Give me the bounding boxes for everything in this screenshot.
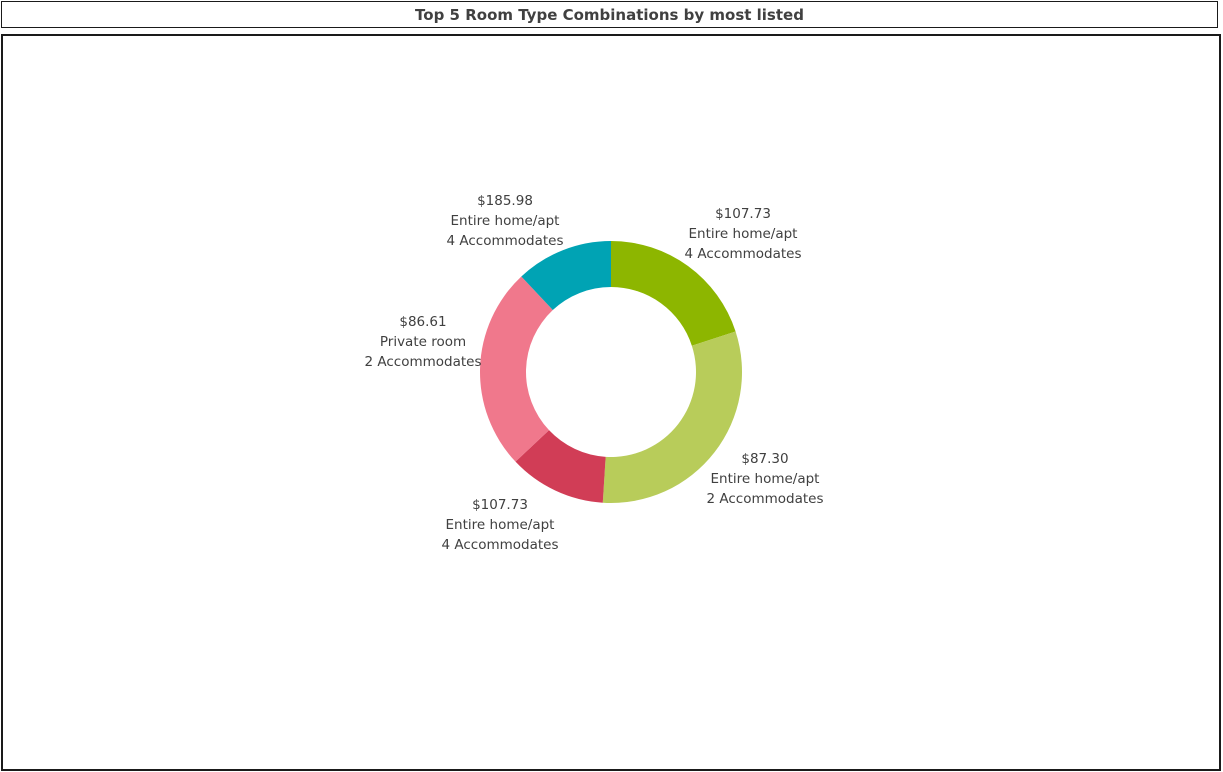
slice-label-3-line-3: 4 Accommodates bbox=[441, 537, 558, 553]
slice-label-4: $86.61 Private room 2 Accommodates bbox=[364, 314, 481, 370]
slice-label-2-line-2: Entire home/apt bbox=[711, 471, 820, 487]
donut-slice-4[interactable] bbox=[480, 276, 553, 462]
slice-label-5-line-3: 4 Accommodates bbox=[446, 233, 563, 249]
slice-label-3-line-2: Entire home/apt bbox=[446, 517, 555, 533]
slice-label-2-line-1: $87.30 bbox=[741, 451, 788, 467]
donut-chart: $107.73 Entire home/apt 4 Accommodates $87.… bbox=[364, 193, 823, 553]
slice-label-4-line-1: $86.61 bbox=[399, 314, 446, 330]
donut-slice-3[interactable] bbox=[515, 430, 606, 503]
donut-slice-1[interactable] bbox=[611, 241, 736, 346]
chart-frame: $107.73 Entire home/apt 4 Accommodates $87.… bbox=[1, 34, 1221, 771]
slice-label-3: $107.73 Entire home/apt 4 Accommodates bbox=[441, 497, 558, 553]
slice-label-1-line-1: $107.73 bbox=[715, 206, 771, 222]
slice-label-3-line-1: $107.73 bbox=[472, 497, 528, 513]
slice-label-5-line-2: Entire home/apt bbox=[451, 213, 560, 229]
slice-label-1: $107.73 Entire home/apt 4 Accommodates bbox=[684, 206, 801, 262]
donut-slice-2[interactable] bbox=[602, 331, 742, 504]
chart-title: Top 5 Room Type Combinations by most lis… bbox=[415, 5, 804, 24]
slice-label-5: $185.98 Entire home/apt 4 Accommodates bbox=[446, 193, 563, 249]
slice-label-1-line-3: 4 Accommodates bbox=[684, 246, 801, 262]
slice-label-2: $87.30 Entire home/apt 2 Accommodates bbox=[706, 451, 823, 507]
slice-label-1-line-2: Entire home/apt bbox=[689, 226, 798, 242]
chart-title-bar: Top 5 Room Type Combinations by most lis… bbox=[1, 1, 1218, 28]
donut-slice-5[interactable] bbox=[521, 241, 611, 311]
slice-label-4-line-2: Private room bbox=[380, 334, 466, 350]
slice-label-5-line-1: $185.98 bbox=[477, 193, 533, 209]
slice-label-4-line-3: 2 Accommodates bbox=[364, 354, 481, 370]
slice-label-2-line-3: 2 Accommodates bbox=[706, 491, 823, 507]
